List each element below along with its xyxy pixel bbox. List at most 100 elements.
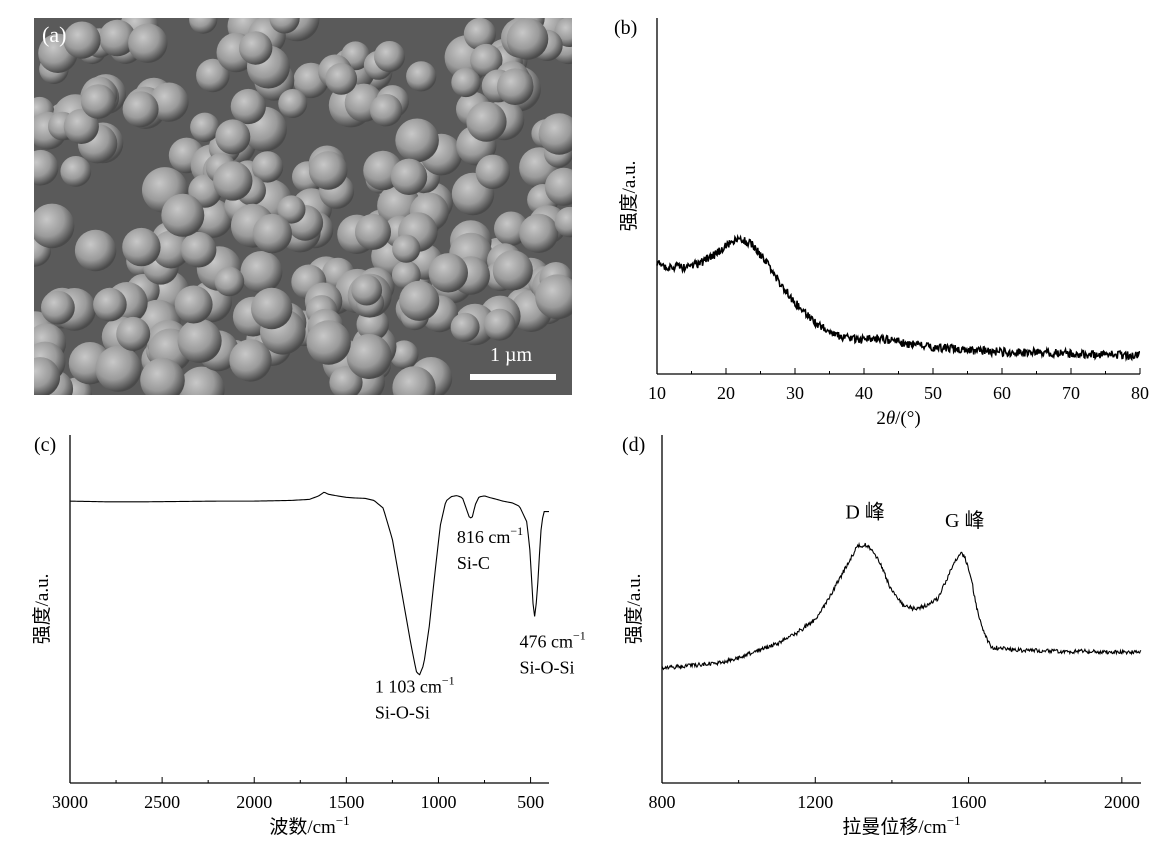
x-tick-label: 80 [1131, 383, 1149, 403]
sem-sphere [174, 285, 213, 324]
chart-b: (b) 10 20 30 40 50 60 70 80 2θ/(°) 强度/a.u. [614, 17, 1149, 429]
sem-sphere [306, 320, 351, 365]
sem-sphere [463, 18, 496, 51]
x-tick-label: 2000 [236, 792, 272, 812]
sem-sphere [189, 18, 218, 34]
y-axis-label: 强度/a.u. [31, 574, 53, 645]
sem-sphere [229, 339, 272, 382]
series-line [69, 491, 549, 676]
panel-label-b: (b) [614, 17, 637, 39]
x-tick-label: 40 [855, 383, 873, 403]
sem-sphere [395, 118, 439, 163]
annotation-bond: Si-C [457, 553, 490, 573]
sem-sphere [196, 58, 230, 93]
sem-sphere [451, 67, 481, 98]
sem-sphere [239, 31, 273, 65]
x-tick-label: 1000 [420, 792, 456, 812]
sem-sphere [308, 151, 348, 190]
sem-sphere [60, 156, 92, 187]
sem-sphere [252, 213, 292, 254]
sem-sphere [41, 290, 75, 325]
sem-sphere [506, 18, 549, 60]
sem-sphere [63, 108, 99, 144]
sem-sphere [116, 316, 151, 351]
sem-sphere [34, 149, 59, 186]
annotation-bond: Si-O-Si [520, 657, 575, 677]
sem-sphere [99, 19, 136, 57]
sem-sphere [215, 119, 251, 155]
sem-sphere [81, 84, 116, 119]
scale-bar-text: 1 µm [490, 344, 533, 366]
x-tick-label: 50 [924, 383, 942, 403]
sem-sphere [269, 18, 300, 34]
panel-label-a: (a) [42, 22, 67, 47]
sem-sphere [213, 161, 253, 201]
sem-sphere [428, 253, 468, 293]
sem-sphere [152, 230, 190, 269]
sem-sphere [475, 154, 510, 189]
x-tick-label: 60 [993, 383, 1011, 403]
sem-sphere [399, 280, 440, 321]
sem-sphere [544, 167, 572, 206]
sem-sphere [535, 274, 572, 320]
sem-image: (a) 1 µm [34, 18, 572, 395]
sem-sphere [496, 68, 534, 105]
x-tick-label: 10 [648, 383, 666, 403]
x-tick-label: 2000 [1104, 792, 1140, 812]
x-tick-label: 500 [517, 792, 544, 812]
sem-sphere [190, 112, 220, 142]
sem-sphere [392, 234, 421, 263]
peak-label: G 峰 [945, 509, 984, 532]
series-line [656, 233, 1141, 362]
y-axis-label: 强度/a.u. [623, 574, 645, 645]
sem-sphere [177, 318, 222, 363]
panel-label-c: (c) [34, 434, 56, 456]
sem-sphere [389, 340, 419, 370]
sem-sphere [450, 312, 480, 342]
sem-sphere [34, 357, 61, 395]
sem-sphere [492, 250, 533, 291]
sem-sphere [277, 195, 306, 224]
x-axis-label: 拉曼位移/cm−1 [842, 813, 960, 838]
annotation-wavenumber: 816 cm−1 [457, 524, 523, 547]
sem-sphere [351, 274, 383, 306]
annotation-bond: Si-O-Si [375, 703, 430, 723]
sem-sphere [93, 287, 127, 322]
x-tick-label: 70 [1062, 383, 1080, 403]
x-tick-label: 1500 [328, 792, 364, 812]
panel-label-d: (d) [622, 434, 645, 456]
sem-sphere [483, 308, 516, 341]
sem-sphere [161, 193, 205, 237]
series-line [661, 541, 1142, 671]
sem-sphere [178, 366, 225, 395]
sem-spheres [34, 18, 572, 395]
sem-sphere [466, 101, 507, 142]
sem-sphere [214, 266, 245, 297]
sem-sphere [392, 366, 436, 395]
x-tick-label: 1600 [951, 792, 987, 812]
scale-bar [470, 374, 556, 380]
annotation-wavenumber: 476 cm−1 [520, 628, 586, 651]
sem-sphere [251, 287, 293, 330]
y-axis-label: 强度/a.u. [618, 161, 640, 232]
sem-sphere [538, 113, 572, 155]
sem-sphere [251, 151, 284, 183]
sem-sphere [122, 227, 161, 267]
sem-sphere [230, 88, 266, 125]
x-tick-label: 800 [649, 792, 676, 812]
sem-sphere [149, 82, 189, 122]
sem-sphere [355, 213, 391, 250]
x-tick-label: 20 [717, 383, 735, 403]
sem-sphere [95, 345, 142, 392]
x-axis-label: 波数/cm−1 [269, 813, 349, 838]
peak-label: D 峰 [845, 501, 884, 524]
sem-sphere [346, 334, 392, 379]
sem-sphere [34, 203, 75, 249]
x-tick-label: 1200 [797, 792, 833, 812]
x-axis-label: 2θ/(°) [876, 408, 920, 429]
chart-c: (c) 3000 2500 2000 1500 1000 500 波数/cm−1 强度/a.u.… [31, 434, 586, 838]
sem-sphere [140, 357, 185, 395]
sem-sphere [122, 91, 159, 128]
sem-sphere [128, 23, 168, 63]
